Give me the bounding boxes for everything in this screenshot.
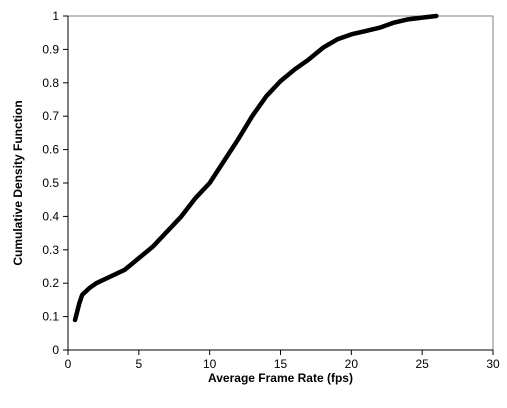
y-tick-label: 0.1 xyxy=(42,310,59,324)
plot-area xyxy=(67,15,494,351)
y-tick-label: 0.2 xyxy=(42,276,59,290)
y-tick-label: 0.7 xyxy=(42,109,59,123)
y-axis-title: Cumulative Density Function xyxy=(11,100,25,265)
y-tick-label: 1 xyxy=(52,9,59,23)
x-tick-label: 10 xyxy=(203,357,217,371)
y-tick-label: 0.8 xyxy=(42,76,59,90)
x-tick-label: 15 xyxy=(274,357,288,371)
x-tick-label: 25 xyxy=(415,357,429,371)
x-tick-label: 30 xyxy=(486,357,500,371)
series-group xyxy=(72,13,439,323)
y-tick-label: 0.9 xyxy=(42,42,59,56)
y-tick-label: 0.5 xyxy=(42,176,59,190)
y-tick-label: 0.4 xyxy=(42,209,59,223)
x-tick-label: 0 xyxy=(65,357,72,371)
cdf-series-line xyxy=(72,13,439,323)
y-axis: 0 0.1 0.2 0.3 0.4 0.5 0.6 0.7 0.8 0.9 1 xyxy=(42,9,69,357)
x-tick-label: 20 xyxy=(345,357,359,371)
x-tick-label: 5 xyxy=(135,357,142,371)
x-axis-title: Average Frame Rate (fps) xyxy=(208,371,353,385)
x-axis: 0 5 10 15 20 25 30 xyxy=(65,349,500,371)
y-tick-label: 0 xyxy=(52,343,59,357)
y-tick-label: 0.3 xyxy=(42,243,59,257)
y-tick-label: 0.6 xyxy=(42,143,59,157)
